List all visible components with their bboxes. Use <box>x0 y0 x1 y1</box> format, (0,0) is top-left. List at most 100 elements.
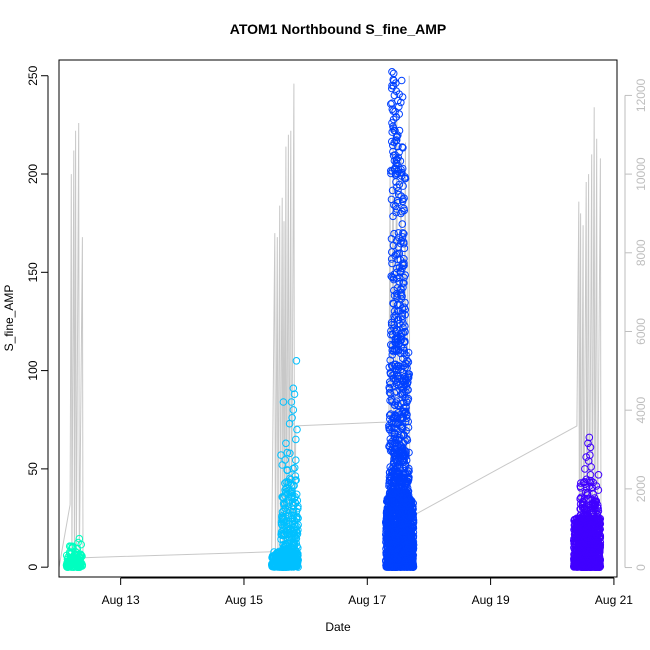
data-point <box>387 507 395 516</box>
chart-title: ATOM1 Northbound S_fine_AMP <box>230 21 446 37</box>
data-point <box>577 479 585 487</box>
y2-tick-label: 6000 <box>634 318 648 345</box>
data-point <box>391 547 400 556</box>
data-point <box>291 522 299 531</box>
data-point <box>283 554 292 563</box>
data-point <box>403 356 412 365</box>
data-point <box>398 220 407 228</box>
data-point <box>277 518 286 526</box>
data-point <box>399 431 408 440</box>
data-point <box>388 99 396 107</box>
y-tick-label: 100 <box>26 360 40 380</box>
data-point <box>571 534 580 543</box>
data-point <box>387 474 395 482</box>
data-point <box>394 229 403 237</box>
y-axis-title: S_fine_AMP <box>2 285 16 352</box>
data-point <box>399 319 407 327</box>
data-point <box>579 498 588 506</box>
secondary-series-line <box>58 75 602 568</box>
data-point <box>401 310 410 319</box>
data-point <box>575 548 584 557</box>
data-point <box>406 563 415 571</box>
data-point <box>581 465 589 473</box>
data-point <box>388 84 396 93</box>
data-point <box>395 557 404 566</box>
data-point <box>391 252 399 260</box>
data-point <box>397 382 406 391</box>
data-point <box>390 76 398 85</box>
data-point <box>391 127 399 135</box>
data-point <box>282 478 291 486</box>
data-point <box>397 399 405 408</box>
data-point <box>387 483 396 492</box>
data-point <box>570 551 579 559</box>
data-point <box>401 174 410 183</box>
data-point <box>596 543 604 552</box>
data-point <box>385 422 393 430</box>
data-point <box>382 514 391 523</box>
secondary-series-layer <box>58 75 602 568</box>
data-point <box>593 556 602 564</box>
data-point <box>290 481 298 490</box>
data-point <box>389 115 398 124</box>
plot-frame <box>58 59 618 578</box>
data-point <box>392 159 400 167</box>
data-point <box>586 471 595 479</box>
data-point <box>388 346 397 355</box>
data-point <box>294 504 302 513</box>
data-point <box>390 312 398 321</box>
data-point <box>397 522 406 531</box>
data-point <box>584 563 592 571</box>
data-point <box>404 487 412 495</box>
data-point <box>400 303 409 312</box>
data-point <box>388 81 396 90</box>
data-point <box>580 512 589 520</box>
data-point <box>390 91 399 100</box>
data-point <box>584 541 593 550</box>
data-point <box>288 499 297 507</box>
data-point <box>390 429 398 437</box>
data-point <box>283 526 291 535</box>
data-point <box>283 448 292 457</box>
data-point <box>403 360 411 368</box>
data-point <box>63 561 71 570</box>
x-tick-label: Aug 21 <box>595 593 633 607</box>
data-point <box>290 530 299 538</box>
data-point <box>398 259 407 268</box>
data-point <box>283 499 291 507</box>
data-points-layer <box>62 68 605 572</box>
data-point <box>386 463 395 471</box>
data-point <box>292 357 301 365</box>
data-point <box>390 414 398 422</box>
data-point <box>407 531 416 539</box>
data-point <box>395 540 404 548</box>
y2-tick-label: 4000 <box>634 397 648 424</box>
data-point <box>405 517 413 526</box>
data-point <box>400 230 408 238</box>
data-point <box>400 254 408 263</box>
data-point <box>404 386 412 394</box>
data-point <box>387 195 396 204</box>
data-point <box>393 284 402 292</box>
data-point <box>399 195 407 204</box>
data-point <box>281 479 289 488</box>
data-point <box>589 539 597 548</box>
data-point <box>393 289 401 298</box>
data-point <box>395 340 403 349</box>
data-point <box>388 68 396 76</box>
data-point <box>279 398 288 406</box>
data-point <box>393 334 402 343</box>
data-point <box>396 157 405 165</box>
y-tick-label: 50 <box>26 462 40 476</box>
data-point <box>587 530 595 539</box>
data-point <box>400 194 408 202</box>
data-point <box>387 318 396 327</box>
data-point <box>397 98 405 107</box>
data-point <box>388 259 396 268</box>
data-point <box>576 482 585 491</box>
data-point <box>292 456 300 465</box>
data-point <box>287 481 296 490</box>
data-point <box>396 444 405 452</box>
data-point <box>290 390 299 399</box>
